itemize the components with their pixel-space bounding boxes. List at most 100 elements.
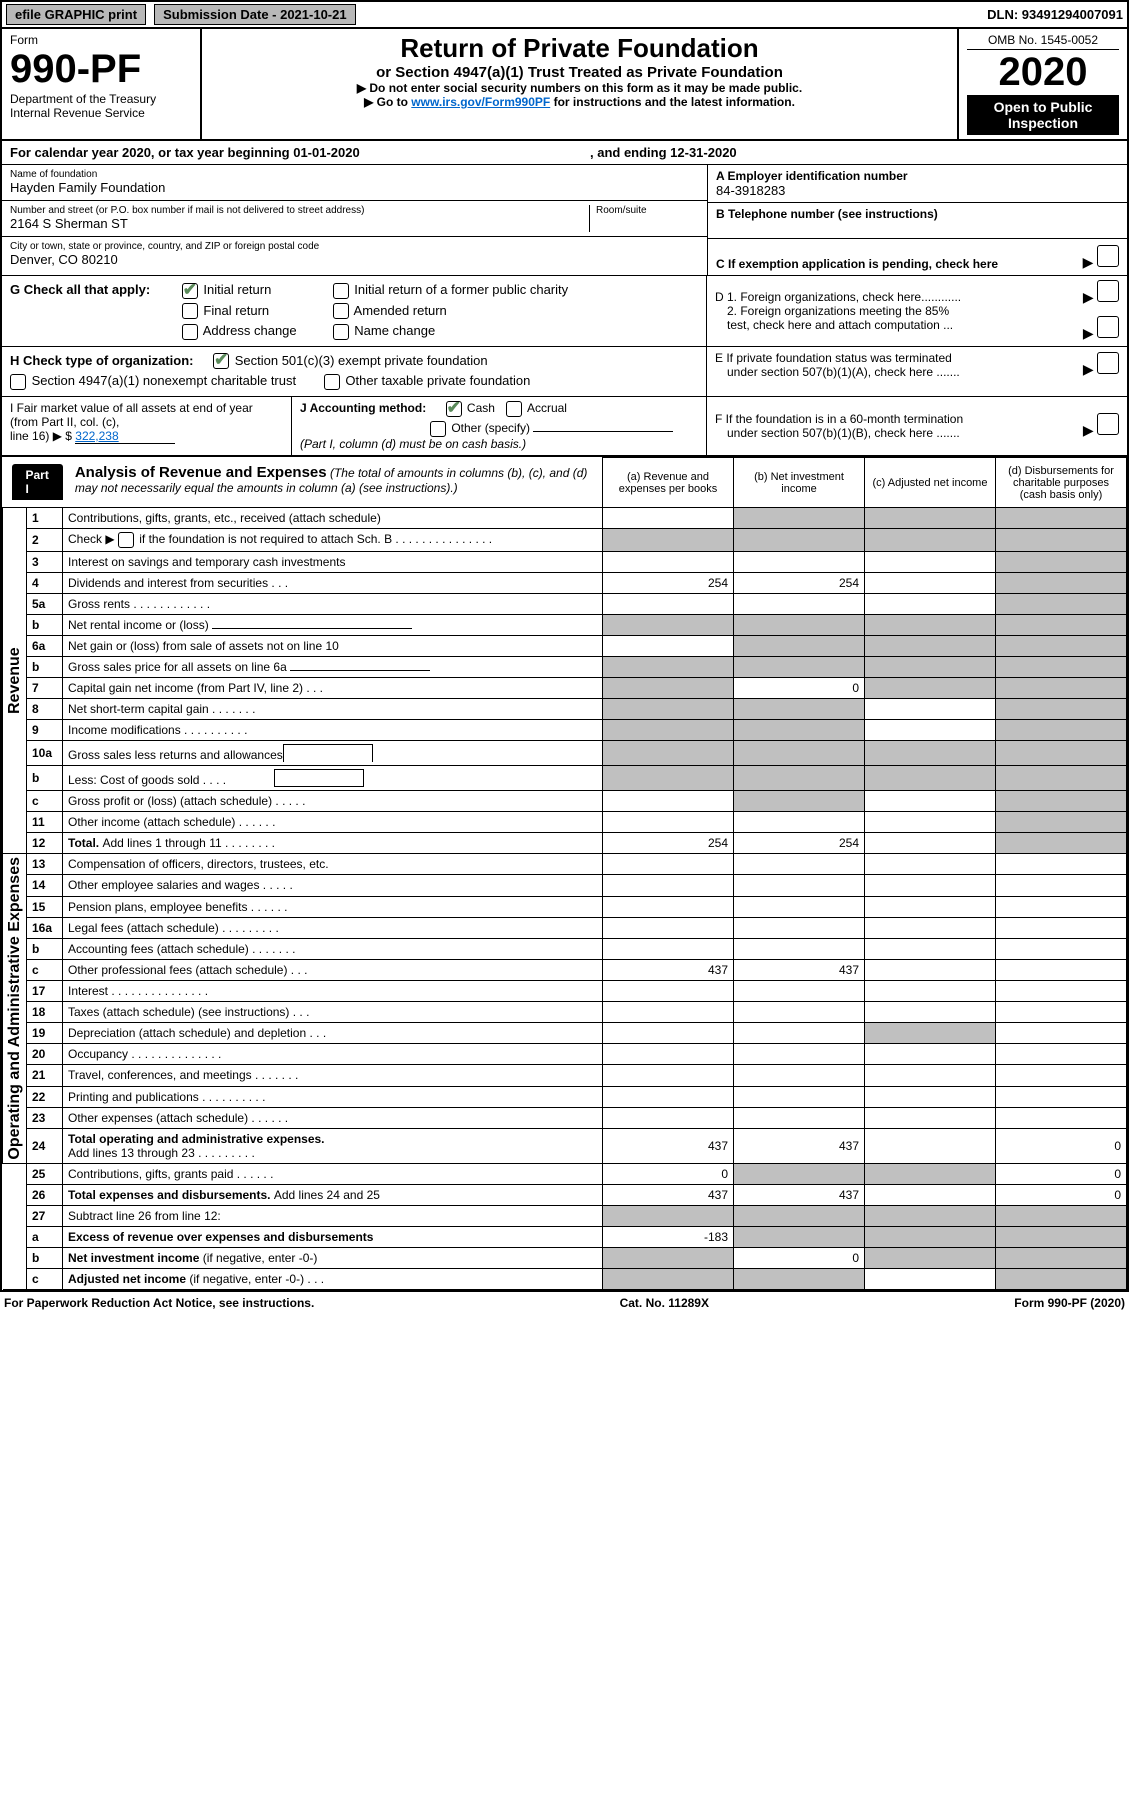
line-8-desc: Net short-term capital gain . . . . . . … [63, 699, 603, 720]
amended-return-checkbox[interactable] [333, 303, 349, 319]
initial-return-label: Initial return [203, 282, 271, 297]
line-26-a: 437 [603, 1184, 734, 1205]
sec501-label: Section 501(c)(3) exempt private foundat… [235, 353, 488, 368]
line-num: 25 [27, 1163, 63, 1184]
name-change-label: Name change [354, 323, 435, 338]
e2-label: under section 507(b)(1)(A), check here .… [715, 365, 960, 379]
line-16c-b: 437 [734, 959, 865, 980]
instr-2-link[interactable]: www.irs.gov/Form990PF [411, 95, 550, 109]
line-num: 13 [27, 854, 63, 875]
address-change-checkbox[interactable] [182, 324, 198, 340]
line-10a-desc: Gross sales less returns and allowances [63, 741, 603, 766]
i-label-2: line 16) ▶ $ [10, 429, 75, 443]
sec4947-checkbox[interactable] [10, 374, 26, 390]
dept-irs: Internal Revenue Service [10, 106, 192, 120]
form-label: Form [10, 33, 192, 47]
sec4947-label: Section 4947(a)(1) nonexempt charitable … [32, 373, 296, 388]
arrow-icon: ▶ [1083, 325, 1094, 341]
g-label: G Check all that apply: [10, 282, 150, 297]
i-label-1: I Fair market value of all assets at end… [10, 401, 283, 429]
d1-checkbox[interactable] [1097, 280, 1119, 302]
line-num: 2 [27, 529, 63, 552]
name-change-checkbox[interactable] [333, 324, 349, 340]
city-value: Denver, CO 80210 [10, 252, 699, 267]
room-label: Room/suite [596, 205, 699, 216]
accrual-checkbox[interactable] [506, 401, 522, 417]
line-num: 14 [27, 875, 63, 896]
line-18-desc: Taxes (attach schedule) (see instruction… [63, 1002, 603, 1023]
e-checkbox[interactable] [1097, 352, 1119, 374]
d2a-label: 2. Foreign organizations meeting the 85% [715, 304, 961, 318]
sch-b-checkbox[interactable] [118, 532, 134, 548]
line-num: 8 [27, 699, 63, 720]
arrow-icon: ▶ [1083, 361, 1094, 377]
line-25-a: 0 [603, 1163, 734, 1184]
d2-checkbox[interactable] [1097, 316, 1119, 338]
f1-label: F If the foundation is in a 60-month ter… [715, 412, 963, 426]
line-16c-desc: Other professional fees (attach schedule… [63, 959, 603, 980]
line-16b-desc: Accounting fees (attach schedule) . . . … [63, 938, 603, 959]
c-checkbox[interactable] [1097, 245, 1119, 267]
other-tax-checkbox[interactable] [324, 374, 340, 390]
arrow-icon: ▶ [1083, 422, 1094, 438]
j-label: J Accounting method: [300, 401, 426, 415]
f2-label: under section 507(b)(1)(B), check here .… [715, 426, 963, 440]
line-24-d: 0 [996, 1128, 1127, 1163]
line-12-a: 254 [603, 833, 734, 854]
line-5b-desc: Net rental income or (loss) [63, 615, 603, 636]
part1-label: Part I [12, 464, 63, 500]
line-num: 17 [27, 980, 63, 1001]
initial-former-checkbox[interactable] [333, 283, 349, 299]
j-note: (Part I, column (d) must be on cash basi… [300, 437, 698, 451]
line-num: 21 [27, 1065, 63, 1086]
line-21-desc: Travel, conferences, and meetings . . . … [63, 1065, 603, 1086]
line-num: c [27, 959, 63, 980]
other-method-checkbox[interactable] [430, 421, 446, 437]
form-number: 990-PF [10, 47, 192, 92]
line-num: 15 [27, 896, 63, 917]
line-23-desc: Other expenses (attach schedule) . . . .… [63, 1107, 603, 1128]
submission-date-box: Submission Date - 2021-10-21 [154, 4, 356, 25]
final-return-checkbox[interactable] [182, 303, 198, 319]
line-num: c [27, 791, 63, 812]
sec501-checkbox[interactable] [213, 353, 229, 369]
e1-label: E If private foundation status was termi… [715, 351, 960, 365]
line-27a-desc: Excess of revenue over expenses and disb… [63, 1226, 603, 1247]
line-num: 12 [27, 833, 63, 854]
efile-box: efile GRAPHIC print [6, 4, 146, 25]
f-checkbox[interactable] [1097, 413, 1119, 435]
col-c-header: (c) Adjusted net income [865, 457, 996, 508]
title-main: Return of Private Foundation [210, 33, 949, 64]
phone-label: B Telephone number (see instructions) [716, 207, 1119, 221]
line-27b-b: 0 [734, 1247, 865, 1268]
ein-value: 84-3918283 [716, 183, 1119, 198]
line-16c-a: 437 [603, 959, 734, 980]
line-12-desc: Total. Add lines 1 through 11 . . . . . … [63, 833, 603, 854]
line-24-desc: Total operating and administrative expen… [63, 1128, 603, 1163]
title-sub: or Section 4947(a)(1) Trust Treated as P… [210, 64, 949, 81]
line-3-desc: Interest on savings and temporary cash i… [63, 552, 603, 573]
line-14-desc: Other employee salaries and wages . . . … [63, 875, 603, 896]
line-24-a: 437 [603, 1128, 734, 1163]
instr-2-pre: ▶ Go to [364, 95, 411, 109]
other-method-label: Other (specify) [451, 421, 530, 435]
line-27b-desc: Net investment income (if negative, ente… [63, 1247, 603, 1268]
instr-2-post: for instructions and the latest informat… [550, 95, 795, 109]
other-tax-label: Other taxable private foundation [345, 373, 530, 388]
part1-title: Analysis of Revenue and Expenses [75, 464, 327, 481]
line-num: 22 [27, 1086, 63, 1107]
footer-right: Form 990-PF (2020) [1014, 1296, 1125, 1310]
line-10b-desc: Less: Cost of goods sold . . . . [63, 766, 603, 791]
line-20-desc: Occupancy . . . . . . . . . . . . . . [63, 1044, 603, 1065]
line-num: b [27, 615, 63, 636]
line-num: 23 [27, 1107, 63, 1128]
initial-former-label: Initial return of a former public charit… [354, 282, 568, 297]
line-num: 4 [27, 573, 63, 594]
cash-checkbox[interactable] [446, 401, 462, 417]
initial-return-checkbox[interactable] [182, 283, 198, 299]
line-11-desc: Other income (attach schedule) . . . . .… [63, 812, 603, 833]
i-value[interactable]: 322,238 [75, 429, 175, 444]
line-5a-desc: Gross rents . . . . . . . . . . . . [63, 594, 603, 615]
line-7-b: 0 [734, 678, 865, 699]
line-26-desc: Total expenses and disbursements. Add li… [63, 1184, 603, 1205]
